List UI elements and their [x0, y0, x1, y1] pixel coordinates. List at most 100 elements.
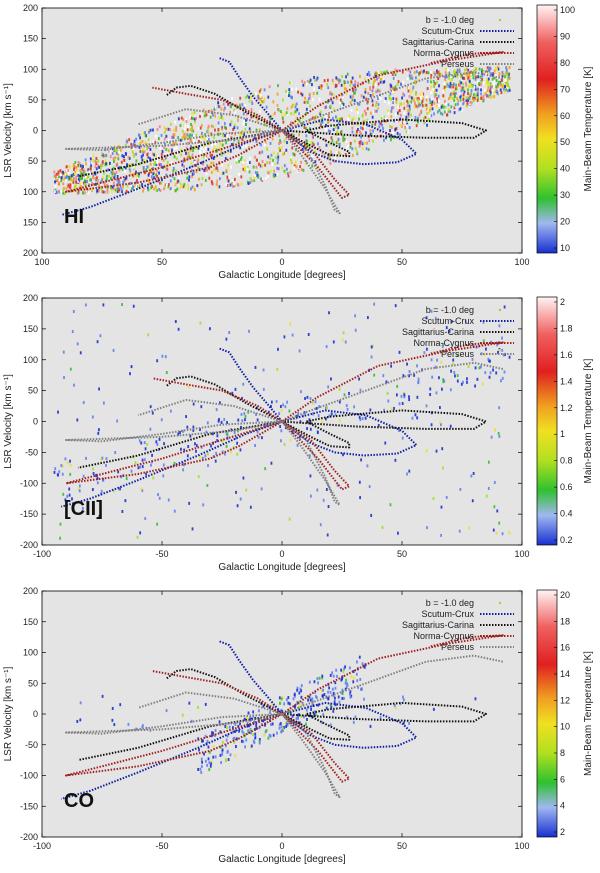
emission-pixel [212, 161, 215, 165]
emission-pixel [324, 126, 327, 130]
emission-pixel [100, 489, 103, 493]
emission-pixel [100, 458, 102, 462]
emission-pixel [346, 715, 348, 719]
emission-pixel [414, 413, 417, 417]
emission-pixel [405, 130, 408, 134]
emission-pixel [337, 137, 340, 141]
emission-pixel [255, 139, 258, 143]
emission-pixel [105, 154, 108, 158]
emission-pixel [498, 521, 501, 525]
emission-pixel [76, 190, 79, 194]
emission-pixel [280, 111, 283, 115]
emission-pixel [300, 703, 303, 707]
emission-pixel [141, 489, 144, 493]
emission-pixel [200, 757, 203, 761]
emission-pixel [339, 117, 342, 121]
emission-pixel [332, 709, 335, 713]
emission-pixel [456, 68, 459, 72]
emission-pixel [72, 309, 75, 313]
emission-pixel [323, 153, 326, 157]
emission-pixel [505, 68, 508, 72]
emission-pixel [288, 409, 291, 413]
emission-pixel [110, 170, 113, 174]
emission-pixel [212, 731, 215, 735]
emission-pixel [229, 183, 232, 187]
emission-pixel [190, 187, 192, 191]
emission-pixel [358, 655, 361, 659]
emission-pixel [272, 113, 275, 117]
emission-pixel [395, 127, 398, 131]
emission-pixel [474, 94, 477, 98]
emission-pixel [283, 139, 286, 143]
emission-pixel [300, 168, 303, 172]
emission-pixel [168, 139, 170, 143]
emission-pixel [199, 151, 202, 155]
emission-pixel [261, 436, 263, 440]
emission-pixel [380, 70, 383, 74]
emission-pixel [264, 467, 267, 471]
emission-pixel [228, 175, 231, 179]
emission-pixel [249, 176, 252, 180]
emission-pixel [199, 427, 201, 431]
emission-pixel [289, 170, 292, 174]
emission-pixel [452, 82, 455, 86]
x-tick-label: -50 [155, 549, 168, 559]
emission-pixel [302, 83, 305, 87]
emission-pixel [225, 141, 228, 145]
emission-pixel [123, 179, 126, 183]
emission-pixel [329, 703, 332, 707]
emission-pixel [244, 745, 246, 749]
emission-pixel [204, 156, 207, 160]
emission-pixel [491, 79, 494, 83]
emission-pixel [75, 180, 78, 184]
emission-pixel [394, 73, 397, 77]
x-tick-label: 100 [34, 257, 49, 267]
emission-pixel [451, 78, 453, 82]
emission-pixel [221, 439, 224, 443]
emission-pixel [307, 332, 310, 336]
emission-pixel [316, 76, 319, 80]
emission-pixel [60, 176, 63, 180]
emission-pixel [343, 83, 346, 87]
emission-pixel [197, 475, 200, 479]
emission-pixel [236, 452, 239, 456]
emission-pixel [70, 183, 73, 187]
emission-pixel [147, 146, 150, 150]
emission-pixel [241, 729, 244, 733]
emission-pixel [143, 158, 145, 162]
emission-pixel [449, 82, 452, 86]
emission-pixel [192, 428, 195, 432]
arm-perseus [65, 71, 504, 215]
emission-pixel [442, 378, 445, 382]
emission-pixel [417, 116, 419, 120]
emission-pixel [417, 120, 419, 124]
emission-pixel [453, 98, 456, 102]
emission-pixel [96, 176, 98, 180]
emission-pixel [429, 108, 431, 112]
emission-pixel [119, 185, 122, 189]
emission-pixel [503, 90, 506, 94]
emission-pixel [248, 170, 251, 174]
emission-pixel [267, 174, 269, 178]
emission-pixel [57, 189, 60, 193]
emission-pixel [345, 120, 348, 124]
emission-pixel [96, 340, 99, 344]
emission-pixel [159, 181, 161, 185]
emission-pixel [229, 149, 232, 153]
emission-pixel [191, 172, 194, 176]
emission-pixel [180, 153, 183, 157]
emission-pixel [213, 135, 215, 139]
emission-pixel [287, 696, 290, 700]
emission-pixel [430, 73, 433, 77]
emission-pixel [65, 178, 68, 182]
emission-pixel [118, 180, 121, 184]
emission-pixel [349, 101, 352, 105]
emission-pixel [334, 115, 337, 119]
emission-pixel [447, 84, 450, 88]
emission-pixel [188, 175, 191, 179]
emission-pixel [240, 425, 242, 429]
emission-pixel [413, 97, 416, 101]
emission-pixel [147, 173, 150, 177]
emission-pixel [139, 465, 142, 469]
emission-pixel [346, 80, 349, 84]
